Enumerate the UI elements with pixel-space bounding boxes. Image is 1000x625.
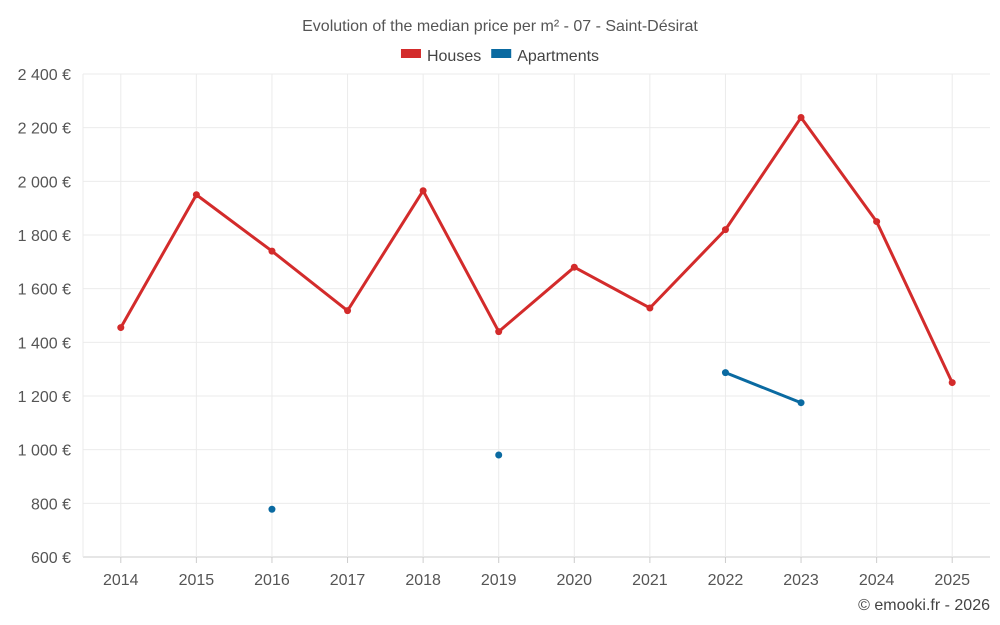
x-tick-label: 2017 (330, 572, 366, 589)
copyright-text: © emooki.fr - 2026 (858, 597, 990, 614)
apartments-point[interactable] (797, 399, 805, 407)
houses-point[interactable] (268, 247, 276, 255)
legend-swatch (491, 49, 512, 58)
y-tick-label: 1 200 € (18, 389, 71, 406)
x-tick-label: 2018 (405, 572, 441, 589)
houses-point[interactable] (117, 324, 125, 332)
houses-point[interactable] (419, 187, 427, 195)
series-apartments (268, 369, 805, 513)
y-tick-label: 1 400 € (18, 335, 71, 352)
series-group (117, 113, 956, 513)
legend-label: Houses (427, 48, 481, 65)
apartments-point[interactable] (721, 369, 729, 377)
x-tick-label: 2016 (254, 572, 290, 589)
x-tick-label: 2024 (859, 572, 895, 589)
houses-point[interactable] (646, 304, 654, 312)
legend-swatch (400, 49, 421, 58)
y-tick-label: 2 200 € (18, 121, 71, 138)
y-tick-label: 800 € (31, 496, 71, 513)
houses-point[interactable] (721, 226, 729, 234)
x-tick-label: 2014 (103, 572, 139, 589)
apartments-line (723, 371, 803, 405)
legend-label: Apartments (517, 48, 599, 65)
x-tick-label: 2019 (481, 572, 517, 589)
x-tick-label: 2021 (632, 572, 668, 589)
x-tick-label: 2020 (556, 572, 592, 589)
houses-point[interactable] (948, 379, 956, 387)
chart-title: Evolution of the median price per m² - 0… (302, 18, 698, 35)
apartments-point[interactable] (268, 505, 276, 513)
y-tick-label: 2 400 € (18, 67, 71, 84)
houses-point[interactable] (570, 263, 578, 271)
x-tick-label: 2023 (783, 572, 819, 589)
houses-point[interactable] (495, 328, 503, 336)
legend-item-apartments[interactable]: Apartments (491, 48, 599, 65)
y-tick-label: 1 600 € (18, 282, 71, 299)
apartments-point[interactable] (495, 451, 503, 459)
x-tick-label: 2015 (179, 572, 215, 589)
y-axis: 600 € 800 € 1 000 € 1 200 € 1 400 € 1 600 € 1 … (18, 67, 71, 567)
x-axis: 2014 2015 2016 2017 2018 2019 2020 2021 2022 2023… (103, 557, 970, 589)
houses-point[interactable] (873, 218, 881, 226)
y-tick-label: 1 000 € (18, 443, 71, 460)
y-tick-label: 2 000 € (18, 174, 71, 191)
houses-point[interactable] (192, 191, 200, 199)
x-tick-label: 2025 (934, 572, 970, 589)
houses-line (119, 115, 954, 385)
legend-item-houses[interactable]: Houses (400, 48, 481, 65)
grid (82, 73, 990, 558)
houses-point[interactable] (344, 307, 352, 315)
legend: Houses Apartments (400, 48, 599, 65)
y-tick-label: 1 800 € (18, 228, 71, 245)
x-tick-label: 2022 (708, 572, 744, 589)
houses-point[interactable] (797, 113, 805, 121)
y-tick-label: 600 € (31, 550, 71, 567)
series-houses (117, 113, 956, 387)
